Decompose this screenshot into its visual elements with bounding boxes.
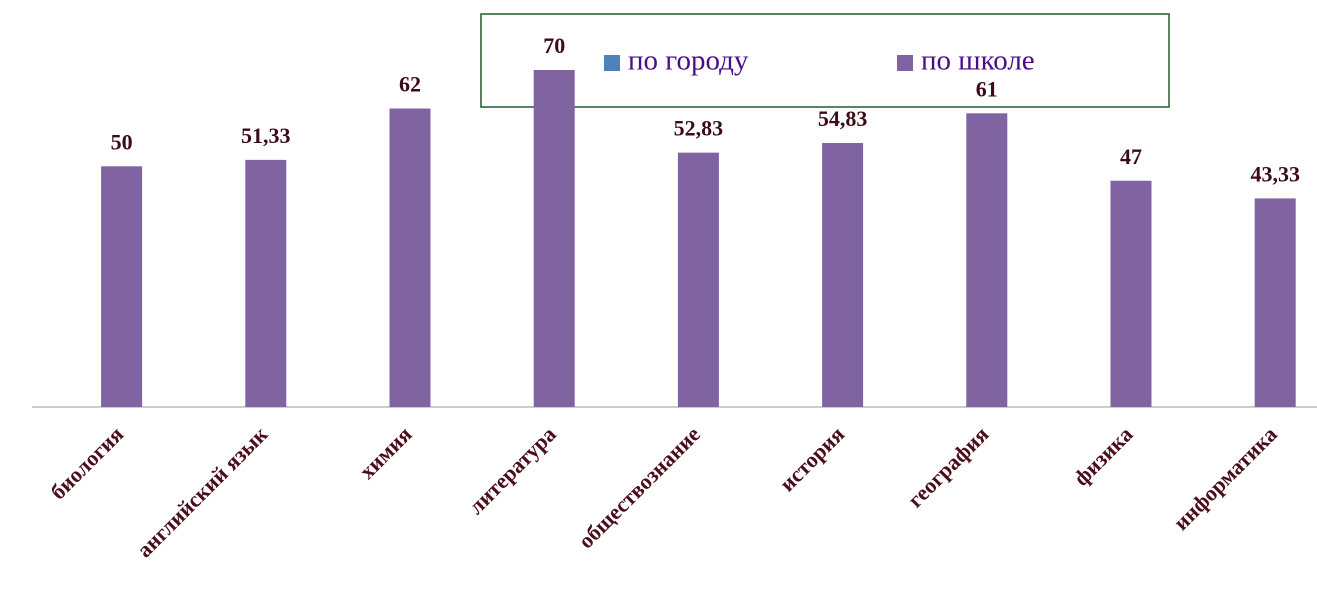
bar	[1254, 198, 1296, 407]
value-label: 50	[111, 129, 133, 154]
x-tick-label: обществознание	[573, 421, 705, 553]
legend-swatch	[604, 55, 620, 71]
x-tick-label: история	[774, 421, 849, 496]
x-tick-label: география	[903, 421, 994, 512]
value-label: 54,83	[818, 106, 868, 131]
x-tick-label: химия	[354, 421, 416, 483]
x-tick-label: биология	[45, 421, 128, 504]
value-label: 52,83	[674, 116, 724, 141]
bar	[533, 70, 575, 407]
value-label: 62	[399, 72, 421, 97]
bar	[245, 159, 287, 407]
bar	[389, 108, 431, 407]
bar	[677, 152, 719, 407]
bar	[966, 113, 1008, 407]
legend-swatch	[897, 55, 913, 71]
value-label: 61	[976, 76, 998, 101]
value-label: 51,33	[241, 123, 291, 148]
legend-box	[480, 13, 1170, 108]
x-tick-label: физика	[1068, 421, 1137, 490]
value-label: 70	[543, 33, 565, 58]
x-tick-label: литература	[463, 421, 561, 519]
value-label: 43,33	[1250, 161, 1300, 186]
x-tick-label: информатика	[1168, 421, 1282, 535]
bar	[101, 166, 143, 407]
value-label: 47	[1120, 144, 1142, 169]
legend-label: по школе	[921, 45, 1035, 77]
x-tick-label: английский язык	[132, 421, 273, 562]
legend-label: по городу	[628, 45, 749, 77]
bar	[822, 143, 864, 407]
bar	[1110, 180, 1152, 407]
